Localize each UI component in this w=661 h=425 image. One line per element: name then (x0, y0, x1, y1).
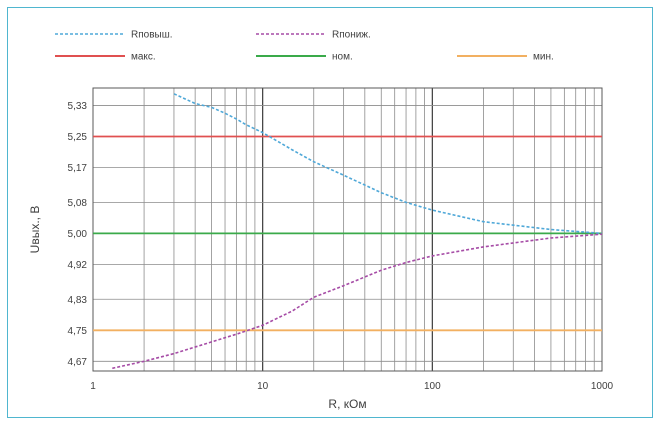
y-tick-label: 5,00 (68, 229, 88, 240)
x-tick-label: 10 (257, 381, 269, 392)
legend-label-0: Rповыш. (131, 30, 173, 41)
series-line-0 (173, 93, 603, 235)
x-tick-label: 1000 (591, 381, 614, 392)
y-tick-label: 5,33 (68, 101, 88, 112)
y-tick-label: 4,83 (68, 295, 88, 306)
series-lines (93, 93, 603, 370)
x-tick-labels: 1 10 100 1000 (90, 381, 613, 392)
chart-frame: 4,67 4,75 4,83 4,92 5,00 5,08 5,17 5,25 5,33 1 10… (7, 7, 653, 418)
chart: 4,67 4,75 4,83 4,92 5,00 5,08 5,17 5,25 5,33 1 10… (28, 30, 614, 412)
legend-label-1: Rпониж. (332, 30, 371, 41)
x-tick-label: 1 (90, 381, 96, 392)
y-tick-label: 5,17 (68, 163, 88, 174)
x-tick-label: 100 (424, 381, 441, 392)
y-tick-label: 5,25 (68, 132, 88, 143)
legend-label-3: ном. (332, 52, 353, 63)
x-axis-title: R, кОм (328, 397, 366, 411)
y-axis-title: Uвых., В (28, 206, 42, 254)
legend-label-4: мин. (533, 52, 554, 63)
legend-label-2: макс. (131, 52, 156, 63)
grid (93, 88, 602, 371)
y-tick-label: 4,92 (68, 260, 88, 271)
y-tick-labels: 4,67 4,75 4,83 4,92 5,00 5,08 5,17 5,25 5,33 (68, 101, 88, 368)
legend: Rповыш. Rпониж. макс. ном. мин. (55, 30, 554, 63)
series-line-1 (112, 233, 603, 370)
y-tick-label: 4,75 (68, 326, 88, 337)
y-tick-label: 5,08 (68, 198, 88, 209)
plot-area (92, 87, 603, 372)
y-tick-label: 4,67 (68, 357, 88, 368)
